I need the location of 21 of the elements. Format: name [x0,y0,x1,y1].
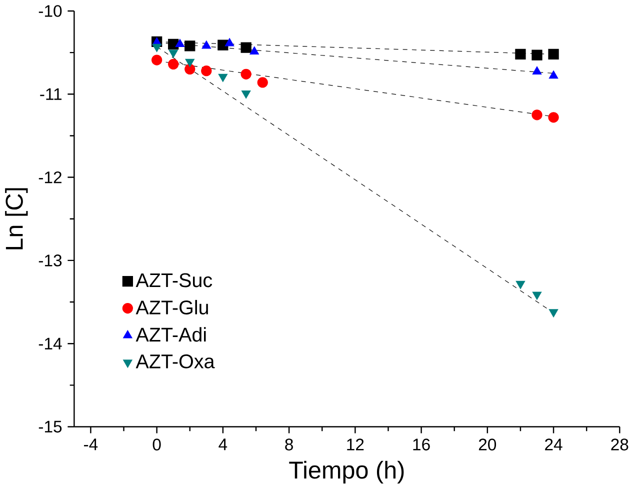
x-tick-label: 16 [413,438,430,451]
y-tick-label: -15 [38,421,62,433]
x-tick-label: 24 [545,438,562,450]
legend-label: AZT-Glu [136,300,208,315]
x-tick-label: 8 [285,438,293,451]
y-tick-label: -13 [38,254,62,267]
y-axis-title: Ln [C] [5,188,28,250]
y-tick-label: -12 [38,172,62,184]
legend-label: AZT-Suc [136,273,212,288]
y-tick-label: -10 [38,5,62,18]
x-tick-label: 20 [478,438,496,451]
x-tick-label: 28 [611,438,628,451]
legend-label: AZT-Adi [136,327,206,342]
x-tick-label: 4 [218,438,228,450]
legend-label: AZT-Oxa [136,354,215,369]
x-tick-label: -4 [84,438,98,450]
y-tick-label: -11 [40,88,62,100]
y-tick-label: -14 [38,338,62,350]
x-tick-label: 0 [152,438,161,451]
x-tick-label: 12 [347,438,364,450]
x-axis-title: Tiempo (h) [289,461,404,484]
